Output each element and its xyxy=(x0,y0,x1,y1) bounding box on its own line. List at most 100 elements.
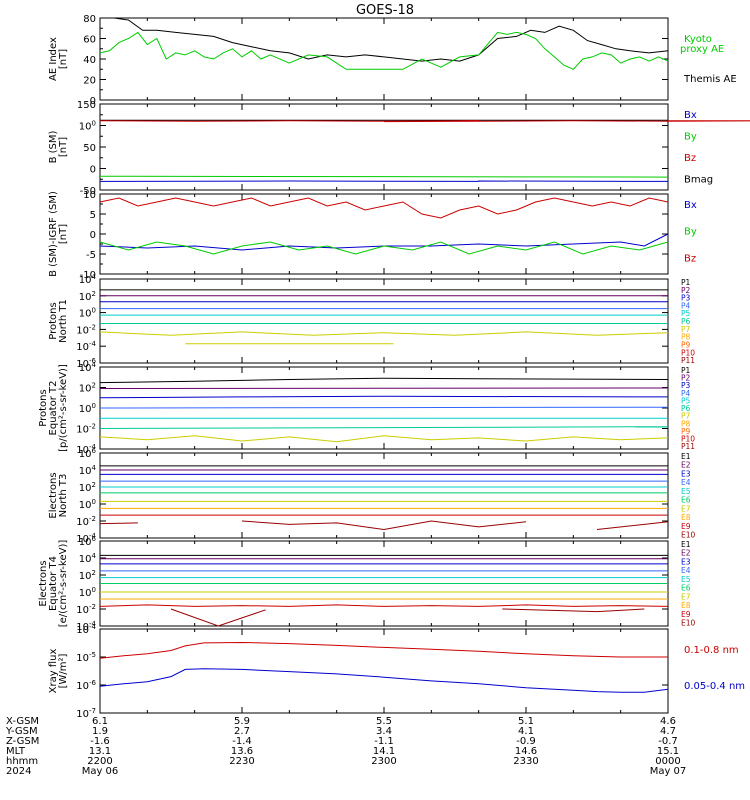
footer-value: May 07 xyxy=(650,766,687,777)
y-tick-label: 0 xyxy=(90,96,96,107)
panel-protons-t2: 10-4 10-2 100 102 104 Protons Equator T2 [p/(cm… xyxy=(38,361,695,456)
panel-xray: 10-7 10-6 10-5 10-4 Xray flux [W/m²] 0.1-0.8 n… xyxy=(48,623,745,720)
legend-entry: Bz xyxy=(684,153,696,164)
y-tick-label: 100 xyxy=(79,498,96,511)
y-tick-label: 10-4 xyxy=(76,532,96,545)
footer-value: 13.6 xyxy=(231,746,253,757)
footer-value: -0.9 xyxy=(516,736,536,747)
y-axis-label: North T1 xyxy=(58,299,69,343)
footer-row-label: hhmm xyxy=(6,756,38,767)
panel-b-igrf: -10 -5 0 5 10 B (SM)-IGRF (SM) [nT] Bx By Bz xyxy=(48,190,697,281)
legend-entry: By xyxy=(684,132,697,143)
y-tick-label: -50 xyxy=(80,186,96,197)
legend-entry: P9 xyxy=(681,340,691,349)
panel-b-sm: -50 0 50 100 150 B (SM) [nT] Bx By Bz Bmag xyxy=(48,100,750,197)
series-line xyxy=(99,377,669,384)
footer-value: -0.7 xyxy=(658,736,678,747)
y-tick-label: 20 xyxy=(83,76,96,87)
y-axis-label: B (SM) xyxy=(48,130,59,163)
y-tick-label: -10 xyxy=(80,270,96,281)
y-tick-label: 10-2 xyxy=(76,603,96,616)
footer-value: 5.9 xyxy=(234,716,250,727)
legend-entry: By xyxy=(684,227,697,238)
y-axis-label: Equator T4 xyxy=(48,556,59,611)
series-line xyxy=(99,435,669,443)
y-axis-label: Electrons xyxy=(48,472,59,518)
y-tick-label: 10-4 xyxy=(76,623,96,636)
y-tick-label: 10-5 xyxy=(76,651,96,664)
y-tick-label: 10-6 xyxy=(76,357,96,370)
legend-entry: Bz xyxy=(684,253,696,264)
legend-entry: E7 xyxy=(681,504,691,513)
footer-value: 4.6 xyxy=(660,716,676,727)
series-line xyxy=(99,233,669,251)
footer-value: 2200 xyxy=(87,756,112,767)
y-tick-label: 100 xyxy=(79,120,96,133)
legend-entry: E3 xyxy=(681,469,691,478)
footer-value: 2330 xyxy=(513,756,538,767)
footer-value: 4.7 xyxy=(660,726,676,737)
footer-value: 14.6 xyxy=(515,746,537,757)
legend-entry: P4 xyxy=(681,301,691,310)
y-tick-label: 10-2 xyxy=(76,515,96,528)
y-tick-label: 10-4 xyxy=(76,340,96,353)
series-line xyxy=(99,31,669,70)
footer-value: 0000 xyxy=(655,756,680,767)
y-tick-label: 0 xyxy=(90,230,96,241)
series-line xyxy=(99,197,669,219)
series-line xyxy=(596,521,669,530)
legend-entry: E2 xyxy=(681,461,691,470)
y-tick-label: 50 xyxy=(83,143,96,154)
series-line xyxy=(99,426,669,429)
legend-entry: E5 xyxy=(681,487,691,496)
footer-value: 1.9 xyxy=(92,726,108,737)
series-line xyxy=(99,522,138,525)
legend-entry: E4 xyxy=(681,478,691,487)
y-tick-label: 60 xyxy=(83,35,96,46)
legend-entry: P6 xyxy=(681,404,691,413)
legend-entry: E6 xyxy=(681,584,691,593)
series-line xyxy=(99,175,669,178)
legend-entry: P5 xyxy=(681,309,691,318)
y-tick-label: 0 xyxy=(90,165,96,176)
y-tick-label: 102 xyxy=(79,481,96,494)
y-axis-label: [nT] xyxy=(58,137,69,157)
footer-value: -1.6 xyxy=(90,736,110,747)
series-line xyxy=(99,668,669,693)
y-axis-label: AE Index xyxy=(48,37,59,81)
footer-value: 5.1 xyxy=(518,716,534,727)
legend-entry: E8 xyxy=(681,601,691,610)
series-line xyxy=(99,120,750,123)
legend-entry: proxy AE xyxy=(680,44,724,55)
panel-electrons-t4: 10-4 10-2 100 102 104 106 Electrons Equator T4[… xyxy=(38,535,696,633)
y-tick-label: 10-6 xyxy=(76,679,96,692)
y-tick-label: 104 xyxy=(79,552,97,565)
footer-value: 5.5 xyxy=(376,716,392,727)
y-tick-label: 10-2 xyxy=(76,423,96,436)
y-axis-label: B (SM)-IGRF (SM) xyxy=(48,191,59,277)
y-axis-label: [nT] xyxy=(58,224,69,244)
legend-entry: Bmag xyxy=(684,175,713,186)
y-tick-label: 104 xyxy=(79,273,97,286)
footer-row-label: 2024 xyxy=(6,766,31,777)
y-axis-label: North T3 xyxy=(58,474,69,518)
legend-entry: P9 xyxy=(681,427,691,436)
panel-frame xyxy=(99,278,669,364)
footer-value: 15.1 xyxy=(657,746,679,757)
footer-value: -1.1 xyxy=(374,736,394,747)
footer-value: 13.1 xyxy=(89,746,111,757)
y-axis-label: [e/(cm²-s-sr-keV)] xyxy=(58,540,69,628)
y-tick-label: 150 xyxy=(77,100,96,111)
panel-protons-t1: 10-6 10-4 10-2 100 102 104 Protons North T1 P1P2… xyxy=(48,273,695,370)
legend-entry: P2 xyxy=(681,374,691,383)
y-axis-label: [p/(cm²-s-sr-keV)] xyxy=(58,364,69,452)
legend-entry: E6 xyxy=(681,496,691,505)
y-tick-label: 104 xyxy=(79,464,97,477)
y-tick-label: 106 xyxy=(79,447,97,460)
footer-value: 3.4 xyxy=(376,726,392,737)
footer-value: 2.7 xyxy=(234,726,250,737)
y-tick-label: 10-4 xyxy=(76,620,96,633)
